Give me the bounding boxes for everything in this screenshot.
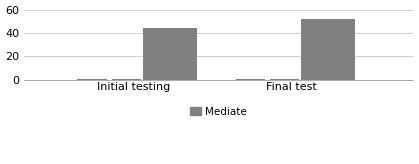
Bar: [143, 28, 197, 80]
Bar: [111, 79, 141, 80]
Bar: [301, 19, 355, 80]
Bar: [270, 79, 299, 80]
Bar: [78, 79, 107, 80]
Legend: Mediate: Mediate: [191, 107, 247, 117]
Bar: [236, 79, 265, 80]
